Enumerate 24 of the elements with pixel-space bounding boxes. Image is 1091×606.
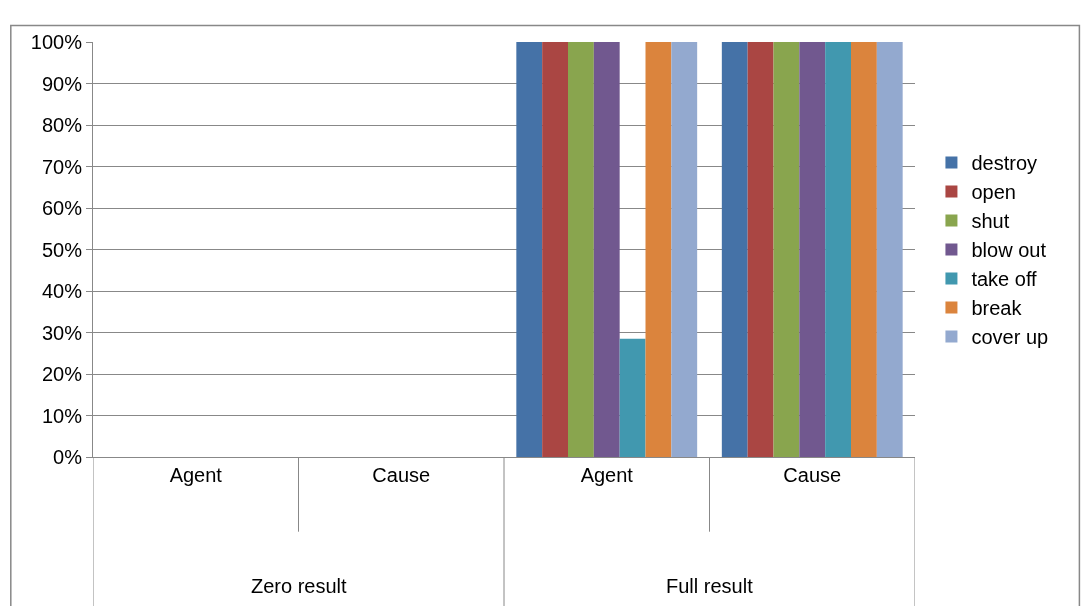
y-tick-label: 0% — [53, 446, 83, 468]
y-tick-label: 40% — [41, 280, 83, 302]
y-tick-label: 20% — [41, 363, 83, 385]
x-tick-label: Cause — [783, 464, 842, 486]
y-tick-label: 70% — [41, 155, 83, 178]
legend-label: destroy — [971, 152, 1038, 175]
y-tick-label: 50% — [41, 238, 83, 261]
y-tick-label: 60% — [41, 197, 83, 219]
y-tick-label: 90% — [41, 72, 83, 95]
x-tick-label: Cause — [372, 464, 431, 486]
legend-label: cover up — [971, 326, 1049, 349]
x-tick-label: Agent — [580, 464, 634, 486]
legend-label: shut — [971, 210, 1010, 233]
y-tick-label: 100% — [30, 31, 83, 53]
text: Full result — [666, 575, 754, 597]
text: Zero result — [251, 575, 348, 597]
legend-label: blow out — [971, 239, 1047, 262]
legend-label: open — [971, 181, 1016, 204]
y-tick-label: 30% — [41, 321, 83, 344]
legend-label: take off — [971, 268, 1038, 291]
legend-label: break — [971, 297, 1023, 320]
y-tick-label: 10% — [41, 404, 83, 427]
x-tick-label: Agent — [169, 464, 223, 486]
y-tick-label: 80% — [41, 114, 83, 136]
